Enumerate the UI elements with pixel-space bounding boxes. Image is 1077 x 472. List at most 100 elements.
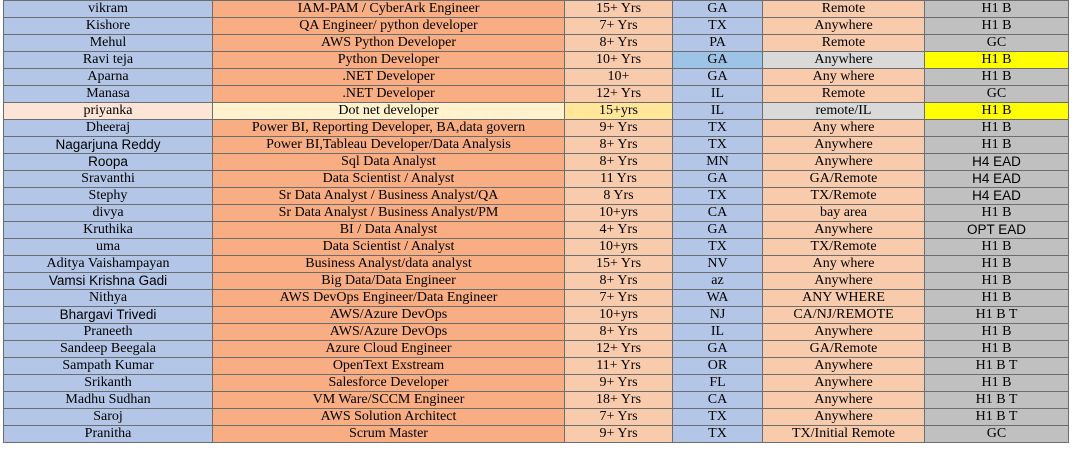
name-cell: priyanka: [3, 102, 213, 120]
experience-cell: 7+ Yrs: [564, 408, 673, 426]
visa-cell: H1 B: [924, 136, 1069, 154]
visa-cell: H4 EAD: [924, 187, 1069, 205]
location-cell: Anywhere: [762, 272, 925, 290]
table-row: Roopa Sql Data Analyst 8+ Yrs MN Anywhere H4 …: [3, 153, 1069, 171]
state-cell: NJ: [672, 306, 763, 324]
location-cell: Anywhere: [762, 17, 925, 35]
experience-cell: 10+: [564, 68, 673, 86]
visa-cell: H1 B: [924, 340, 1069, 358]
experience-cell: 9+ Yrs: [564, 374, 673, 392]
visa-cell: H1 B: [924, 204, 1069, 222]
role-cell: Data Scientist / Analyst: [212, 170, 565, 188]
location-cell: Anywhere: [762, 408, 925, 426]
location-cell: Remote: [762, 34, 925, 52]
location-cell: Anywhere: [762, 221, 925, 239]
table-row: Kishore QA Engineer/ python developer 7+ Y…: [3, 17, 1069, 35]
experience-cell: 10+ Yrs: [564, 51, 673, 69]
location-cell: Any where: [762, 255, 925, 273]
name-cell: Aditya Vaishampayan: [3, 255, 213, 273]
experience-cell: 4+ Yrs: [564, 221, 673, 239]
table-body: vikram IAM-PAM / CyberArk Engineer 15+ Yrs…: [3, 0, 1069, 443]
state-cell: TX: [672, 408, 763, 426]
name-cell: Dheeraj: [3, 119, 213, 137]
role-cell: QA Engineer/ python developer: [212, 17, 565, 35]
state-cell: TX: [672, 425, 763, 443]
state-cell: OR: [672, 357, 763, 375]
experience-cell: 9+ Yrs: [564, 119, 673, 137]
table-row: Sampath Kumar OpenText Exstream 11+ Yrs OR A…: [3, 357, 1069, 375]
role-cell: .NET Developer: [212, 68, 565, 86]
visa-cell: H1 B: [924, 119, 1069, 137]
name-cell: Saroj: [3, 408, 213, 426]
visa-cell: H1 B T: [924, 408, 1069, 426]
state-cell: IL: [672, 85, 763, 103]
name-cell: divya: [3, 204, 213, 222]
experience-cell: 8+ Yrs: [564, 34, 673, 52]
table-row: Kruthika BI / Data Analyst 4+ Yrs GA Anywher…: [3, 221, 1069, 239]
name-cell: Vamsi Krishna Gadi: [3, 272, 213, 290]
visa-cell: H1 B: [924, 102, 1069, 120]
experience-cell: 15+ Yrs: [564, 0, 673, 18]
visa-cell: H1 B: [924, 51, 1069, 69]
table-row: Bhargavi Trivedi AWS/Azure DevOps 10+yrs NJ…: [3, 306, 1069, 324]
state-cell: NV: [672, 255, 763, 273]
role-cell: Scrum Master: [212, 425, 565, 443]
experience-cell: 10+yrs: [564, 204, 673, 222]
role-cell: Python Developer: [212, 51, 565, 69]
visa-cell: GC: [924, 425, 1069, 443]
state-cell: CA: [672, 204, 763, 222]
role-cell: AWS Solution Architect: [212, 408, 565, 426]
table-row: Srikanth Salesforce Developer 9+ Yrs FL Anyw…: [3, 374, 1069, 392]
state-cell: WA: [672, 289, 763, 307]
role-cell: Big Data/Data Engineer: [212, 272, 565, 290]
visa-cell: H4 EAD: [924, 170, 1069, 188]
role-cell: Data Scientist / Analyst: [212, 238, 565, 256]
location-cell: Anywhere: [762, 51, 925, 69]
table-row: Vamsi Krishna Gadi Big Data/Data Engineer…: [3, 272, 1069, 290]
location-cell: TX/Remote: [762, 238, 925, 256]
experience-cell: 8+ Yrs: [564, 136, 673, 154]
name-cell: Bhargavi Trivedi: [3, 306, 213, 324]
table-row: Mehul AWS Python Developer 8+ Yrs PA Remote G…: [3, 34, 1069, 52]
role-cell: AWS DevOps Engineer/Data Engineer: [212, 289, 565, 307]
visa-cell: H1 B: [924, 289, 1069, 307]
state-cell: GA: [672, 51, 763, 69]
visa-cell: H1 B: [924, 272, 1069, 290]
experience-cell: 8+ Yrs: [564, 153, 673, 171]
location-cell: Anywhere: [762, 357, 925, 375]
name-cell: Aparna: [3, 68, 213, 86]
experience-cell: 7+ Yrs: [564, 289, 673, 307]
table-row: Sravanthi Data Scientist / Analyst 11 Yrs G…: [3, 170, 1069, 188]
role-cell: Sr Data Analyst / Business Analyst/PM: [212, 204, 565, 222]
state-cell: TX: [672, 17, 763, 35]
location-cell: Anywhere: [762, 391, 925, 409]
experience-cell: 10+yrs: [564, 306, 673, 324]
experience-cell: 12+ Yrs: [564, 85, 673, 103]
role-cell: Dot net developer: [212, 102, 565, 120]
visa-cell: H4 EAD: [924, 153, 1069, 171]
state-cell: FL: [672, 374, 763, 392]
state-cell: GA: [672, 170, 763, 188]
role-cell: Sql Data Analyst: [212, 153, 565, 171]
experience-cell: 12+ Yrs: [564, 340, 673, 358]
role-cell: Salesforce Developer: [212, 374, 565, 392]
experience-cell: 8+ Yrs: [564, 323, 673, 341]
location-cell: ANY WHERE: [762, 289, 925, 307]
name-cell: Sandeep Beegala: [3, 340, 213, 358]
location-cell: Remote: [762, 85, 925, 103]
visa-cell: OPT EAD: [924, 221, 1069, 239]
table-row: vikram IAM-PAM / CyberArk Engineer 15+ Yrs…: [3, 0, 1069, 18]
visa-cell: H1 B: [924, 17, 1069, 35]
state-cell: TX: [672, 238, 763, 256]
name-cell: Pranitha: [3, 425, 213, 443]
experience-cell: 15+yrs: [564, 102, 673, 120]
state-cell: GA: [672, 340, 763, 358]
name-cell: Sampath Kumar: [3, 357, 213, 375]
table-row: Aparna .NET Developer 10+ GA Any where H1 B: [3, 68, 1069, 86]
location-cell: Any where: [762, 68, 925, 86]
location-cell: Anywhere: [762, 153, 925, 171]
location-cell: TX/Remote: [762, 187, 925, 205]
role-cell: AWS/Azure DevOps: [212, 306, 565, 324]
role-cell: Azure Cloud Engineer: [212, 340, 565, 358]
role-cell: Business Analyst/data analyst: [212, 255, 565, 273]
